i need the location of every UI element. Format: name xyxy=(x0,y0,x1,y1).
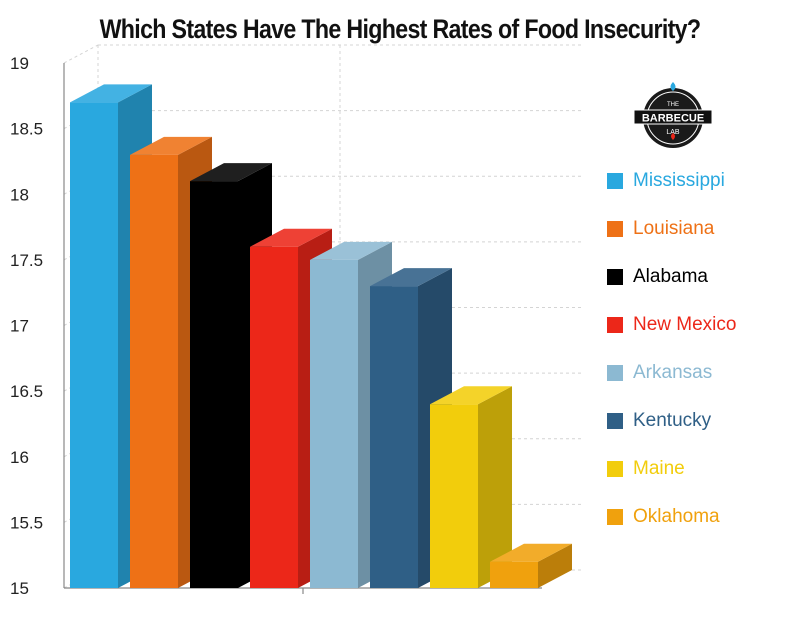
y-tick-label: 15 xyxy=(10,579,29,598)
y-tick-label: 17 xyxy=(10,317,29,336)
bar-front xyxy=(430,404,478,588)
y-tick-label: 18.5 xyxy=(10,120,43,139)
bar-top xyxy=(370,268,452,287)
bar-oklahoma xyxy=(490,543,572,588)
chart-title: Which States Have The Highest Rates of F… xyxy=(99,14,702,44)
bar-maine xyxy=(430,386,512,588)
bar-side xyxy=(538,543,572,588)
y-tick-label: 18 xyxy=(10,185,29,204)
logo-text-barbecue: BARBECUE xyxy=(642,113,704,125)
bar-top xyxy=(310,241,392,260)
bar-top xyxy=(490,543,572,562)
legend-item-oklahoma: Oklahoma xyxy=(607,504,720,530)
legend-label: Alabama xyxy=(633,266,708,287)
logo-text-lab: LAB xyxy=(666,129,680,136)
legend-swatch xyxy=(607,173,623,189)
legend-label: Oklahoma xyxy=(633,506,720,527)
bar-front xyxy=(490,561,538,588)
legend-item-maine: Maine xyxy=(607,456,685,482)
bar-front xyxy=(310,259,358,588)
bar-front xyxy=(250,246,298,588)
logo-text-the: THE xyxy=(667,102,679,108)
y-tick-label: 17.5 xyxy=(10,251,43,270)
bar-top xyxy=(70,84,152,103)
bar-front xyxy=(370,286,418,588)
legend-label: Louisiana xyxy=(633,218,715,239)
legend-swatch xyxy=(607,317,623,333)
y-tick-label: 16 xyxy=(10,448,29,467)
grid-line-diagonal xyxy=(63,44,99,64)
legend-item-new-mexico: New Mexico xyxy=(607,312,736,338)
legend-item-kentucky: Kentucky xyxy=(607,408,711,434)
bar-top xyxy=(130,136,212,155)
legend-label: Kentucky xyxy=(633,410,712,431)
legend-label: Arkansas xyxy=(633,362,713,383)
legend-item-arkansas: Arkansas xyxy=(607,360,712,386)
legend-label: Maine xyxy=(633,458,685,479)
legend-swatch xyxy=(607,413,623,429)
legend-swatch xyxy=(607,365,623,381)
legend-item-louisiana: Louisiana xyxy=(607,216,714,242)
y-tick-labels: 19 18.5 18 17.5 17 16.5 16 15.5 15 xyxy=(10,54,43,598)
legend-swatch xyxy=(607,269,623,285)
legend-swatch xyxy=(607,221,623,237)
bars xyxy=(70,84,572,588)
bar-front xyxy=(70,102,118,588)
bar-top xyxy=(250,228,332,247)
legend-label: Mississippi xyxy=(633,170,725,191)
y-tick-label: 16.5 xyxy=(10,382,43,401)
bar-top xyxy=(190,163,272,182)
legend-swatch xyxy=(607,509,623,525)
y-tick-label: 19 xyxy=(10,54,29,73)
bar-front xyxy=(190,181,238,588)
legend-label: New Mexico xyxy=(633,314,737,335)
bar-front xyxy=(130,154,178,588)
bar-top xyxy=(430,386,512,405)
legend-item-alabama: Alabama xyxy=(607,264,708,290)
y-tick-label: 15.5 xyxy=(10,513,43,532)
legend-item-mississippi: Mississippi xyxy=(607,168,725,194)
bar-side xyxy=(478,386,512,588)
logo-badge-icon: THE BARBECUE LAB xyxy=(633,82,713,148)
barbecue-lab-logo: THE BARBECUE LAB xyxy=(630,78,716,150)
legend-swatch xyxy=(607,461,623,477)
